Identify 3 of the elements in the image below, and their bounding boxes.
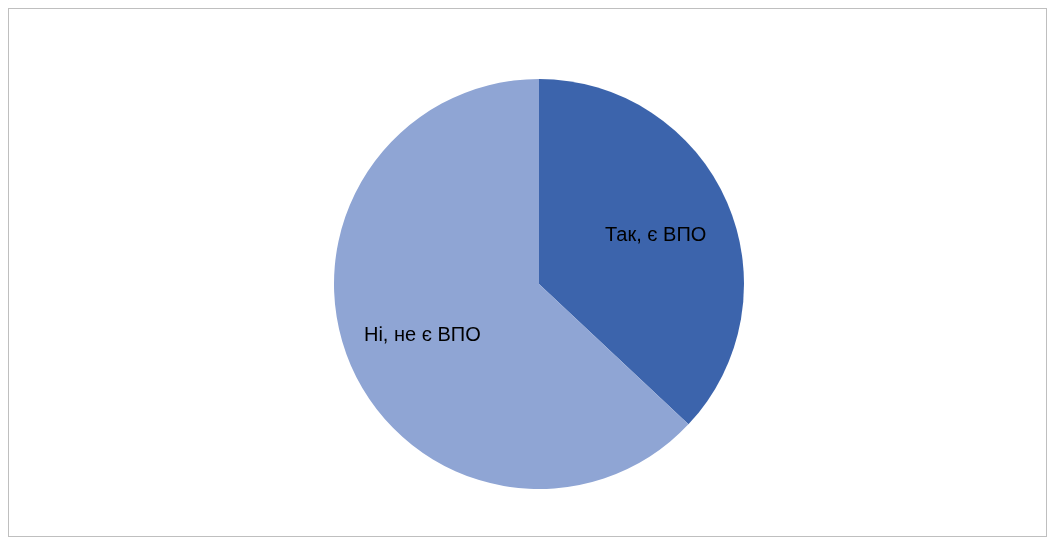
pie-slice bbox=[539, 79, 744, 425]
slice-label: Так, є ВПО bbox=[604, 222, 707, 245]
slice-label: Ні, не є ВПО bbox=[363, 323, 481, 346]
